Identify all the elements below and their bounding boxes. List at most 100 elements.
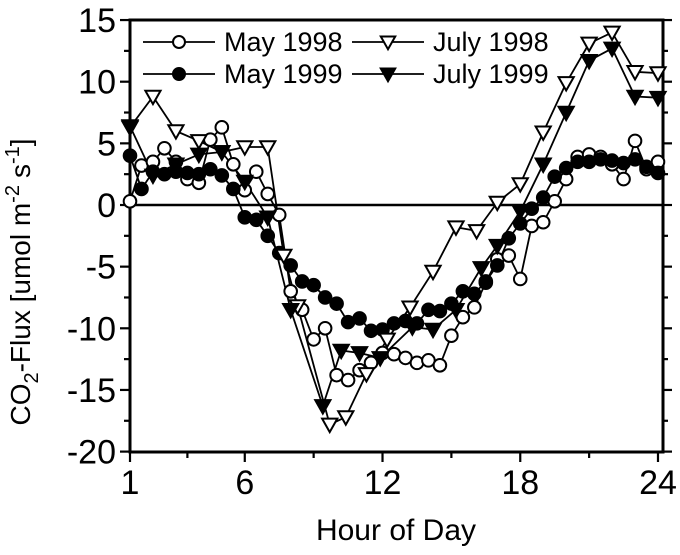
x-tick-label: 24 [639,464,677,502]
circle-filled-marker [122,148,138,163]
x-tick-label: 18 [501,464,539,502]
y-tick-label: 15 [78,2,116,40]
triangle-filled-marker [379,67,397,84]
y-label-base: -Flux [umol m [5,203,36,373]
circle-open-marker [172,35,186,49]
circle-open-marker [616,171,631,187]
circle-open-marker [409,355,425,371]
y-tick-label: 0 [97,187,116,225]
x-axis-label: Hour of Day [316,514,476,547]
triangle-open-marker [423,264,443,282]
triangle-filled-marker [579,53,599,71]
legend-label: May 1998 [224,27,343,57]
legend-label: May 1999 [224,59,343,89]
triangle-open-marker [510,177,530,194]
circle-filled-marker [501,230,517,246]
series-layer [120,25,668,435]
y-label-superscript: -1 [2,146,24,164]
triangle-filled-marker [212,145,232,162]
triangle-open-marker [258,140,278,157]
triangle-filled-marker [189,147,209,165]
circle-open-marker [157,140,172,156]
circle-filled-marker [604,153,620,168]
y-label-base: s [5,164,36,178]
triangle-open-marker [400,300,420,317]
circle-open-marker [122,194,138,209]
triangle-open-marker [487,195,507,213]
triangle-open-marker [166,124,186,141]
circle-filled-marker [134,181,149,197]
triangle-open-marker [602,25,622,43]
legend-label: July 1999 [433,59,549,89]
circle-filled-marker [467,286,482,302]
triangle-filled-marker [350,346,369,363]
circle-open-marker [283,284,298,299]
circle-filled-marker [558,160,574,176]
circle-open-marker [214,120,230,135]
circle-filled-marker [639,159,654,175]
circle-open-marker [501,248,517,263]
circle-open-marker [306,332,321,347]
circle-filled-marker [352,311,367,326]
triangle-open-marker [320,417,340,435]
triangle-filled-marker [510,204,530,221]
circle-filled-marker [172,67,186,81]
circle-filled-marker [203,161,218,177]
series-markers-may-1999 [122,148,666,339]
y-label-superscript: -2 [2,185,24,203]
x-tick-label: 1 [121,464,140,502]
circle-open-marker [260,186,276,202]
triangle-filled-marker [471,261,491,278]
series-markers-july-1999 [120,41,668,416]
triangle-filled-marker [446,303,466,320]
circle-filled-marker [248,212,264,228]
triangle-open-marker [379,35,397,52]
circle-filled-marker [386,316,402,331]
legend-item-may-1999: May 1999 [143,59,343,89]
circle-filled-marker [478,274,494,289]
triangle-filled-marker [602,41,622,59]
circle-open-marker [444,328,459,343]
circle-filled-marker [489,258,505,273]
triangle-filled-marker [625,89,645,107]
triangle-filled-marker [403,320,422,337]
triangle-open-marker [446,220,466,237]
circle-filled-marker [524,201,540,216]
y-tick-label: 10 [78,64,116,102]
y-axis-label: CO2-Flux [umol m-2 s-1] [2,138,43,425]
triangle-filled-marker [331,343,351,361]
circle-filled-marker [260,228,276,244]
legend-item-july-1999: July 1999 [352,59,549,89]
circle-filled-marker [283,258,298,273]
triangle-filled-marker [648,90,668,108]
y-tick-label: -20 [67,434,116,472]
circle-open-marker [317,321,333,336]
circle-open-marker [535,214,551,230]
triangle-open-marker [189,134,209,151]
series-markers-july-1998 [120,25,668,435]
y-tick-label: -10 [67,310,116,348]
y-label-base: CO [5,384,36,426]
triangle-open-marker [533,125,553,142]
triangle-open-marker [336,410,356,427]
triangle-filled-marker [556,105,576,123]
circle-filled-marker [650,165,666,181]
circle-filled-marker [329,296,344,311]
x-tick-label: 6 [235,464,254,502]
series-line-may-1999 [129,155,659,332]
triangle-filled-marker [370,351,390,368]
circle-filled-marker [627,152,643,167]
y-tick-label: 5 [97,125,116,163]
circle-filled-marker [535,190,551,205]
y-tick-label: -5 [86,249,116,287]
x-tick-label: 12 [364,464,402,502]
triangle-open-marker [579,36,599,54]
circle-open-marker [340,372,356,388]
circle-open-marker [512,271,528,287]
triangle-open-marker [143,89,163,107]
plot-frame [128,18,665,454]
y-tick-label: -15 [67,372,116,410]
triangle-filled-marker [258,210,278,227]
triangle-filled-marker [533,157,553,174]
